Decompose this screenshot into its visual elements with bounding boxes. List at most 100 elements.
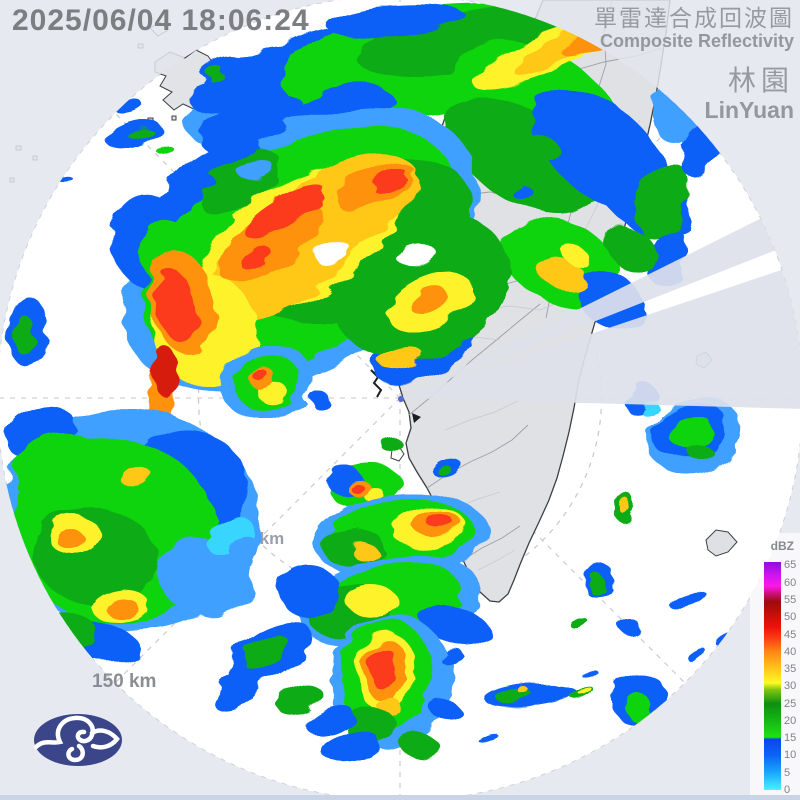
echo-cell	[306, 705, 354, 735]
product-title-zh: 單雷達合成回波圖	[594, 5, 794, 31]
dbz-tick-30: 30	[784, 680, 797, 693]
echo-cell	[242, 633, 288, 669]
dbz-tick-65: 65	[784, 559, 797, 572]
timestamp: 2025/06/04 18:06:24	[12, 4, 310, 37]
echo-cell	[436, 463, 450, 475]
echo-cell	[670, 417, 714, 449]
echo-cell	[280, 566, 340, 618]
echo-cell	[532, 138, 558, 158]
echo-cell	[205, 66, 223, 78]
title-block: 單雷達合成回波圖 Composite Reflectivity 林園 LinYu…	[594, 5, 794, 123]
echo-cell	[625, 693, 651, 721]
cwa-logo-swirl	[33, 715, 120, 763]
echo-cell	[571, 618, 589, 630]
echo-cell	[200, 135, 260, 165]
echo-cell	[440, 650, 464, 664]
echo-cell	[325, 3, 465, 37]
echo-cell	[589, 576, 607, 596]
echo-cell	[346, 586, 398, 616]
echo-cell	[428, 699, 464, 723]
lanyu-island	[705, 529, 738, 557]
echo-cell	[577, 685, 591, 695]
radar-site-marker	[398, 396, 404, 402]
xiaoliuqiu-island	[390, 447, 405, 462]
echo-cell	[668, 590, 708, 610]
dbz-colorbar	[764, 562, 781, 790]
dbz-tick-60: 60	[784, 576, 797, 589]
echo-cell	[370, 647, 396, 689]
dbz-tick-50: 50	[784, 611, 797, 624]
echo-cell	[228, 536, 258, 558]
echo-cell	[184, 176, 216, 190]
echo-cell	[156, 534, 254, 618]
echo-cell	[152, 345, 180, 399]
echo-cell	[310, 392, 330, 408]
echo-cell	[238, 160, 274, 180]
echo-cell	[635, 161, 689, 239]
echo-cell	[56, 529, 84, 549]
echo-cell	[518, 686, 528, 694]
echo-cell	[535, 255, 585, 289]
station-arrow-marker	[412, 413, 421, 423]
echo-cell	[688, 647, 706, 663]
echo-cell	[320, 731, 380, 761]
echo-cell	[421, 603, 491, 649]
echo-cell	[372, 170, 408, 192]
dbz-tick-40: 40	[784, 645, 797, 658]
echo-cell	[605, 225, 659, 275]
station-name-zh: 林園	[727, 65, 794, 97]
echo-cell	[106, 598, 138, 618]
echo-cell	[620, 499, 632, 515]
dbz-tick-15: 15	[784, 732, 797, 745]
echo-cell	[475, 729, 495, 741]
dbz-tick-10: 10	[784, 749, 797, 762]
dbz-tick-45: 45	[784, 628, 797, 641]
dbz-tick-0: 0	[784, 784, 791, 796]
beam-blockage-sector-thin	[400, 202, 800, 398]
echo-cell	[244, 186, 326, 238]
echo-cell	[584, 671, 600, 681]
dbz-tick-20: 20	[784, 714, 797, 727]
beam-blockage-group	[400, 202, 800, 410]
echo-cell	[119, 464, 151, 488]
echo-cell	[14, 432, 106, 512]
echo-cell	[314, 240, 350, 264]
echo-cell	[378, 347, 422, 367]
dbz-tick-25: 25	[784, 697, 797, 710]
echo-cell	[240, 247, 272, 269]
echo-cell	[399, 733, 441, 759]
dbz-unit-label: dBZ	[770, 539, 794, 553]
station-name-en: LinYuan	[704, 96, 794, 123]
echo-cell	[427, 513, 451, 529]
beam-blockage-sector	[400, 258, 800, 410]
echo-cell	[561, 246, 589, 264]
range-label-150km: 150 km	[92, 671, 156, 692]
echo-cell	[116, 101, 144, 115]
echo-cell	[154, 268, 198, 344]
radar-echo-layer	[0, 3, 771, 761]
echo-cell	[688, 444, 712, 460]
dbz-tick-35: 35	[784, 663, 797, 676]
echo-cell	[155, 143, 171, 153]
dbz-legend: dBZ 0 5 10 15 20 25 30 35 40 45 50 55 60 65	[750, 533, 800, 800]
product-title-en: Composite Reflectivity	[599, 31, 794, 52]
echo-clip-group	[0, 3, 771, 761]
echo-cell	[252, 367, 266, 381]
echo-cell	[444, 95, 596, 215]
echo-cell	[278, 685, 322, 715]
echo-cell	[213, 668, 267, 712]
echo-cell	[198, 93, 302, 151]
echo-cell	[398, 243, 438, 271]
dbz-tick-5: 5	[784, 766, 791, 779]
echo-cell	[380, 435, 400, 451]
bottom-edge-strip	[0, 795, 800, 800]
dbz-tick-55: 55	[784, 594, 797, 606]
echo-cell	[411, 289, 449, 315]
echo-cell	[15, 316, 35, 356]
cwa-logo	[33, 714, 122, 766]
echo-cell	[129, 127, 153, 141]
echo-cell	[348, 481, 362, 491]
echo-cell	[351, 543, 377, 559]
